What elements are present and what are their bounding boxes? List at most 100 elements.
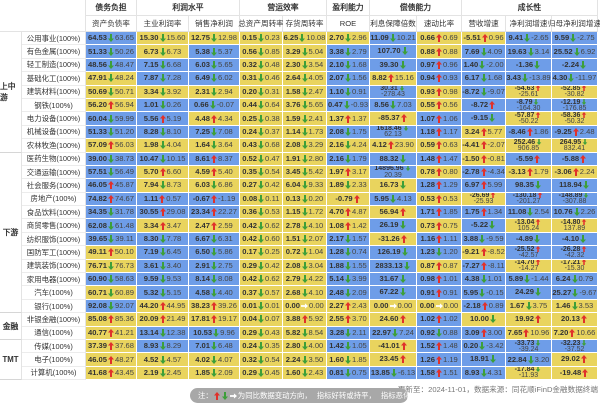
indicator-cell: 8.82 15.16 [370,72,417,86]
current-value: 0.08 [242,193,258,203]
current-value: 88.32 [379,153,399,163]
arrow-up-icon [159,208,166,217]
previous-value: 8.29 [166,341,182,351]
current-value-group: -148.89 [559,192,591,200]
arrow-down-icon [399,288,406,297]
indicator-cell: 7.69 4.09 [462,45,506,59]
indicator-cell: 1.98 4.04 [137,139,189,153]
arrow-down-icon [301,342,308,351]
current-value: -8.72 [462,86,480,96]
indicator-cell: 44.20 44.95 [137,299,189,314]
arrow-down-icon [489,221,496,230]
previous-value: 4.00 [308,341,324,351]
current-value-group: 1.15 [286,206,309,218]
current-value: 7.69 [464,46,480,56]
current-value-group: 2.08 [286,139,309,151]
sector-name: 银行(100%) [22,299,86,314]
indicator-cell: 0.66 -0.07 [189,98,240,113]
current-value: 3.38 [329,46,344,56]
current-value-group: -0.67 [193,193,218,205]
current-value: -58.36 [560,112,581,119]
current-value: 8.82 [372,73,387,83]
arrow-up-icon [108,181,114,190]
arrow-down-icon [159,141,166,150]
previous-value: -0.07 [216,100,235,110]
indicator-cell: 10.0041.59 [462,313,506,327]
indicator-cell: -25.52 -42.57 [506,246,552,260]
previous-value: 45.87 [115,180,135,190]
arrow-down-icon [258,194,265,203]
indicator-cell: 0.42 0.62 [240,219,283,233]
current-value-group: 2.24 [286,354,309,366]
previous-value: 12.98 [218,33,238,43]
header-group: 成长性 [462,0,598,16]
indicator-cell: 46.05 48.27 [86,353,137,367]
previous-value: 0.53 [443,193,458,203]
previous-value: 12.38 [166,327,186,337]
indicator-cell: 5.56 5.19 [137,112,189,126]
current-value-group: 0.52 [242,153,265,165]
current-value: 7.65 [507,327,523,337]
arrow-down-icon [390,101,396,110]
current-value: 0.56 [242,46,257,56]
arrow-down-icon [301,368,308,377]
current-value-group: -13.04 [515,219,543,226]
previous-value: 0.46 [265,73,280,83]
arrow-down-icon [399,275,406,284]
current-value-group: 0.47 [328,99,351,111]
current-value: 39.65 [88,234,108,244]
current-value-group: 39.65 [88,233,115,245]
previous-value: 4.24 [352,140,367,150]
current-value: 0.43 [242,140,257,150]
indicator-cell: 2.91 2.75 [189,259,240,274]
indicator-cell: 18.9116.63 [462,353,506,367]
current-value-group: 48.56 [88,59,115,71]
legend-good-text: 指标好转或持平， [316,391,376,400]
previous-value: 3.70 [352,314,367,324]
indicator-cell: 5.82 8.54 [283,326,327,340]
arrow-down-icon [480,368,487,377]
previous-value: 1.47 [443,153,458,163]
previous-value: 62.13 [384,131,402,139]
previous-value: 7.24 [399,327,414,337]
current-value: 3.34 [143,86,159,96]
current-value-group: 4.48 [195,113,218,125]
indicator-cell: 2.24 3.50 [283,353,327,367]
previous-value: 0.07 [265,314,280,324]
previous-value: 56.03 [115,140,135,150]
previous-value: 5.37 [218,46,233,56]
arrow-down-icon [536,366,541,373]
indicator-cell: 4.58 4.40 [189,286,240,300]
previous-value: 0.75 [443,220,458,230]
current-value: 2.79 [285,274,301,284]
current-value-group: 60.71 [88,287,115,299]
current-value: 34.35 [87,207,107,217]
arrow-up-icon [108,141,114,150]
arrow-down-icon [211,87,217,96]
current-value-group: 88.32 [379,153,406,165]
sector-name: 非银金融(100%) [22,313,86,327]
indicator-cell: 1.08 1.42 [327,219,370,233]
current-value-group: -26.69 [470,192,498,200]
previous-value: 2.48 [579,126,595,136]
indicator-cell: 38.23 39.26 [189,299,240,314]
previous-value: 1.75 [352,126,367,136]
previous-value: 0.96 [443,59,458,69]
indicator-cell: 6.67 6.31 [189,232,240,247]
arrow-down-icon [258,261,264,270]
current-value-group: 8.56 [374,99,397,111]
arrow-down-icon [345,34,351,43]
arrow-up-icon [436,127,442,136]
current-value-group: -8.46 [508,126,533,138]
current-value-group: 0.43 [242,139,265,151]
current-value-group: 26.19 [379,219,406,231]
arrow-down-icon [258,181,264,190]
previous-value: 7.28 [166,73,182,83]
arrow-down-icon [301,208,308,217]
arrow-down-icon [159,101,166,110]
current-value: 57.51 [87,167,107,177]
current-value: 3.09 [464,327,480,337]
previous-value: 76.73 [115,260,135,270]
current-value-group: 12.75 [191,32,218,44]
indicator-cell: 2.16 4.24 [327,139,370,153]
